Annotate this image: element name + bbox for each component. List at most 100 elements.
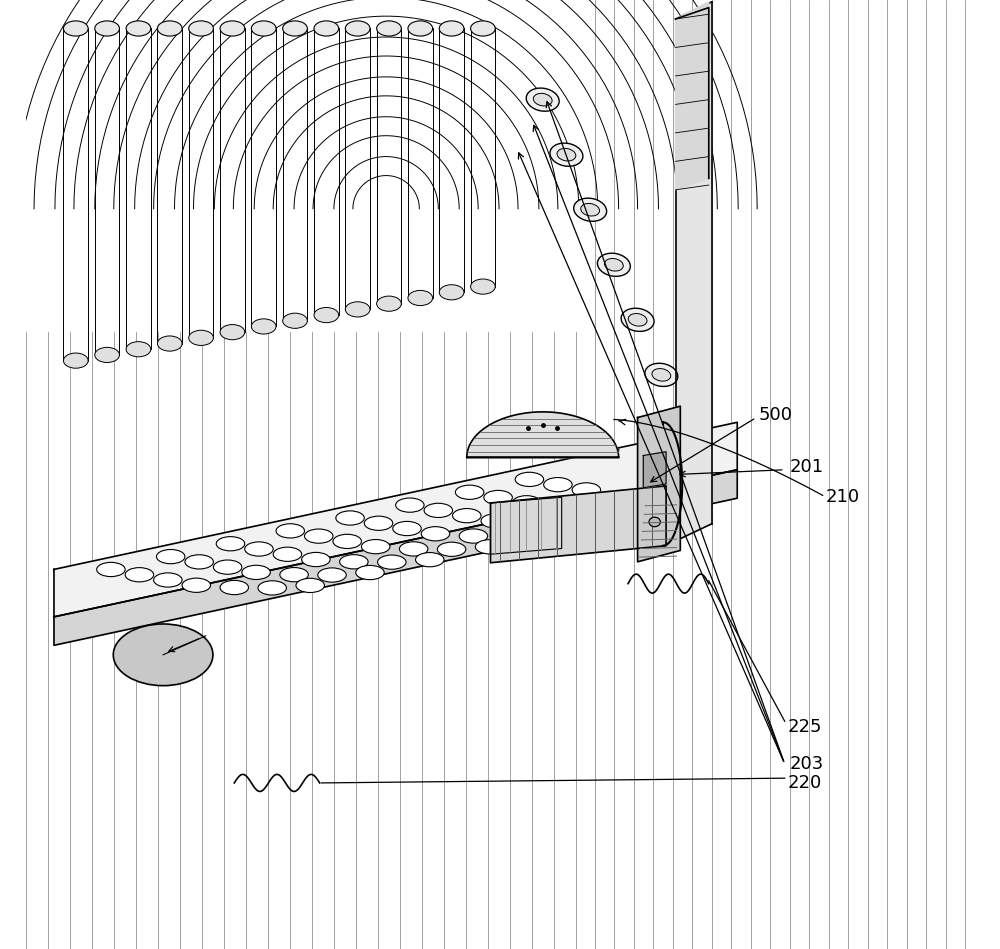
Ellipse shape [544, 477, 572, 492]
Ellipse shape [296, 578, 324, 592]
Ellipse shape [408, 21, 433, 36]
Ellipse shape [574, 198, 607, 221]
Ellipse shape [345, 21, 370, 36]
Ellipse shape [273, 548, 302, 562]
Ellipse shape [251, 21, 276, 36]
Ellipse shape [245, 542, 273, 556]
Ellipse shape [251, 319, 276, 334]
Ellipse shape [424, 503, 453, 517]
Ellipse shape [557, 148, 576, 161]
Ellipse shape [113, 624, 213, 685]
Ellipse shape [533, 93, 552, 106]
Ellipse shape [283, 313, 307, 328]
Ellipse shape [63, 353, 88, 368]
Ellipse shape [471, 279, 495, 294]
Ellipse shape [519, 516, 547, 530]
Ellipse shape [364, 516, 393, 530]
Ellipse shape [258, 581, 286, 595]
Text: 220: 220 [788, 774, 822, 791]
Polygon shape [491, 497, 562, 554]
Polygon shape [54, 470, 737, 645]
Ellipse shape [437, 542, 466, 556]
Ellipse shape [475, 540, 504, 554]
Ellipse shape [220, 21, 245, 36]
Ellipse shape [579, 503, 607, 517]
Ellipse shape [645, 363, 678, 386]
Ellipse shape [345, 302, 370, 317]
Ellipse shape [399, 542, 428, 556]
Ellipse shape [621, 308, 654, 331]
Ellipse shape [242, 566, 270, 580]
Ellipse shape [213, 560, 242, 574]
Ellipse shape [484, 491, 512, 505]
Polygon shape [643, 452, 666, 488]
Text: 500: 500 [758, 406, 792, 423]
Ellipse shape [280, 568, 308, 582]
Ellipse shape [572, 483, 601, 497]
Ellipse shape [314, 307, 339, 323]
Ellipse shape [604, 258, 623, 271]
Ellipse shape [481, 513, 509, 528]
Ellipse shape [302, 552, 330, 567]
Ellipse shape [439, 285, 464, 300]
Polygon shape [491, 486, 666, 563]
Polygon shape [676, 2, 709, 190]
Ellipse shape [156, 549, 185, 564]
Ellipse shape [95, 21, 119, 36]
Polygon shape [54, 422, 737, 617]
Ellipse shape [336, 511, 364, 525]
Ellipse shape [361, 540, 390, 554]
Ellipse shape [126, 342, 151, 357]
Ellipse shape [185, 555, 213, 569]
Ellipse shape [356, 566, 384, 580]
Ellipse shape [340, 554, 368, 568]
Ellipse shape [652, 368, 671, 381]
Ellipse shape [416, 552, 444, 567]
Ellipse shape [95, 347, 119, 363]
Ellipse shape [471, 21, 495, 36]
Ellipse shape [220, 325, 245, 340]
Ellipse shape [597, 253, 630, 276]
Ellipse shape [526, 88, 559, 111]
Ellipse shape [125, 568, 154, 582]
Ellipse shape [497, 530, 526, 544]
Ellipse shape [305, 529, 333, 543]
Ellipse shape [189, 21, 213, 36]
Text: 203: 203 [789, 755, 824, 772]
Ellipse shape [628, 313, 647, 326]
Ellipse shape [393, 521, 421, 535]
Text: 201: 201 [789, 458, 824, 475]
Polygon shape [676, 2, 712, 541]
Polygon shape [638, 406, 680, 562]
Ellipse shape [421, 527, 450, 541]
Ellipse shape [408, 290, 433, 306]
Ellipse shape [276, 524, 305, 538]
Ellipse shape [314, 21, 339, 36]
Ellipse shape [63, 21, 88, 36]
Ellipse shape [126, 21, 151, 36]
Ellipse shape [378, 555, 406, 569]
Ellipse shape [557, 516, 585, 530]
Ellipse shape [455, 485, 484, 499]
Ellipse shape [220, 581, 249, 595]
Text: 225: 225 [788, 718, 822, 735]
Ellipse shape [453, 509, 481, 523]
Ellipse shape [333, 534, 361, 549]
Ellipse shape [377, 21, 401, 36]
Ellipse shape [649, 517, 660, 527]
Ellipse shape [182, 578, 211, 592]
Ellipse shape [157, 336, 182, 351]
Ellipse shape [318, 568, 346, 582]
Ellipse shape [512, 495, 541, 510]
Polygon shape [467, 412, 619, 457]
Ellipse shape [439, 21, 464, 36]
Ellipse shape [541, 501, 569, 515]
Ellipse shape [396, 498, 424, 512]
Ellipse shape [189, 330, 213, 345]
Ellipse shape [515, 473, 544, 487]
Ellipse shape [581, 203, 600, 216]
Ellipse shape [535, 527, 564, 541]
Text: 210: 210 [826, 489, 860, 506]
Ellipse shape [97, 563, 125, 577]
Ellipse shape [216, 536, 245, 550]
